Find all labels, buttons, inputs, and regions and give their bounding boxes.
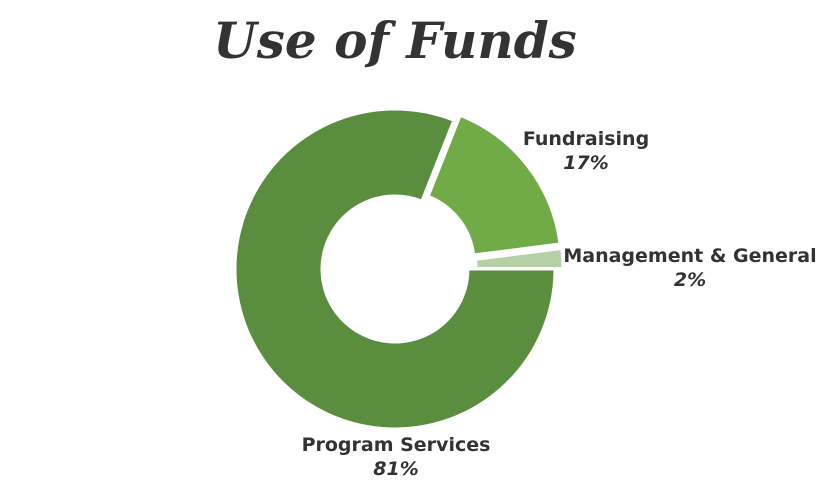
donut-slice-management-general (473, 246, 565, 270)
donut-slice-fundraising (426, 113, 562, 257)
slice-percent-management-general: 2% (673, 269, 707, 291)
slice-percent-program-services: 81% (373, 458, 419, 480)
slice-name-management-general: Management & General (563, 245, 817, 267)
slice-percent-fundraising: 17% (563, 152, 609, 174)
donut-slices (233, 107, 565, 431)
slice-name-program-services: Program Services (301, 434, 491, 456)
donut-slice-program-services (233, 107, 557, 431)
slice-name-fundraising: Fundraising (522, 128, 650, 150)
slice-label-program-services: Program Services 81% (286, 433, 506, 481)
slice-label-management-general: Management & General 2% (562, 244, 818, 292)
slice-label-fundraising: Fundraising 17% (496, 127, 676, 175)
chart-title: Use of Funds (213, 11, 577, 70)
